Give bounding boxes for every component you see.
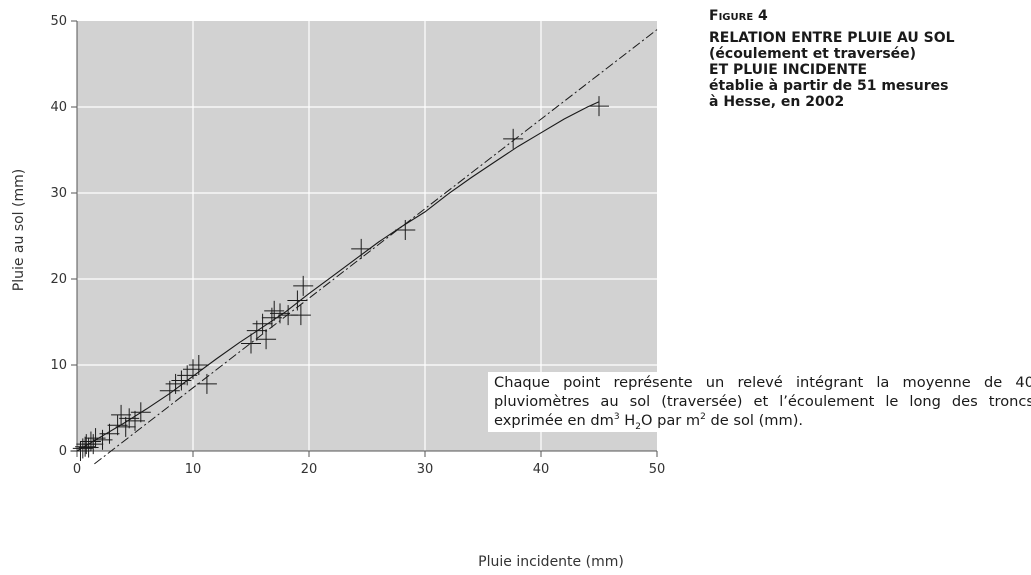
data-point: [503, 128, 524, 149]
data-point: [111, 404, 132, 425]
axes: 0 10 20 30 40 50 0 10 20 30 40 50: [50, 14, 665, 477]
data-point: [171, 370, 192, 391]
data-point: [130, 402, 151, 423]
data-point: [165, 373, 186, 394]
note-text: de sol (mm).: [705, 412, 804, 429]
data-point: [264, 300, 285, 321]
figure-title-line: (écoulement et traversée): [709, 46, 917, 62]
data-point: [290, 305, 311, 326]
note-text: Chaque point représente un relevé intégr…: [494, 374, 1031, 429]
data-point: [188, 355, 209, 375]
data-point: [99, 423, 120, 444]
x-tick-label: 20: [301, 462, 318, 477]
y-tick-label: 30: [50, 186, 67, 201]
data-points: [70, 96, 609, 461]
y-tick-label: 40: [50, 100, 67, 115]
data-point: [177, 365, 198, 386]
x-axis-label: Pluie incidente (mm): [478, 554, 624, 570]
note-text: O par m: [640, 412, 701, 429]
y-axis-label: Pluie au sol (mm): [11, 169, 27, 291]
figure-title-line: RELATION ENTRE PLUIE AU SOL: [709, 30, 955, 46]
data-point: [256, 329, 277, 350]
data-point: [183, 359, 203, 380]
fit-curve-path: [76, 101, 600, 452]
data-point: [252, 313, 273, 334]
y-tick-label: 0: [59, 444, 67, 459]
data-point: [196, 373, 217, 394]
data-point: [241, 333, 261, 354]
figure-caption: Figure 4 RELATION ENTRE PLUIE AU SOL (éc…: [709, 8, 1029, 110]
data-point: [395, 219, 416, 240]
figure-title-line: établie à partir de 51 mesures: [709, 78, 949, 94]
note-superscript: 3: [613, 412, 620, 423]
fit-curve: [76, 101, 600, 452]
x-tick-label: 50: [649, 462, 666, 477]
note-superscript: 2: [700, 412, 706, 423]
data-point: [351, 238, 372, 259]
x-tick-label: 40: [533, 462, 550, 477]
x-tick-label: 10: [185, 462, 202, 477]
x-tick-label: 30: [417, 462, 434, 477]
data-point: [287, 290, 308, 311]
y-tick-label: 20: [50, 272, 67, 287]
figure-title-line: à Hesse, en 2002: [709, 94, 845, 110]
y-tick-label: 50: [50, 14, 67, 29]
data-point: [107, 415, 128, 436]
data-point: [119, 408, 140, 429]
chart-note: Chaque point représente un relevé intégr…: [488, 372, 1031, 432]
note-text: H: [619, 412, 636, 429]
data-point: [125, 410, 145, 431]
figure-label: Figure 4: [709, 8, 768, 24]
note-subscript: 2: [635, 421, 641, 432]
figure-title-line: ET PLUIE INCIDENTE: [709, 62, 868, 78]
data-point: [293, 275, 314, 296]
data-point: [80, 431, 101, 452]
x-tick-label: 0: [73, 462, 81, 477]
data-point: [75, 436, 96, 457]
data-point: [115, 416, 136, 437]
grid-lines: [77, 21, 657, 451]
y-tick-label: 10: [50, 358, 67, 373]
data-point: [270, 303, 290, 324]
data-point: [589, 96, 609, 117]
data-point: [83, 434, 104, 455]
